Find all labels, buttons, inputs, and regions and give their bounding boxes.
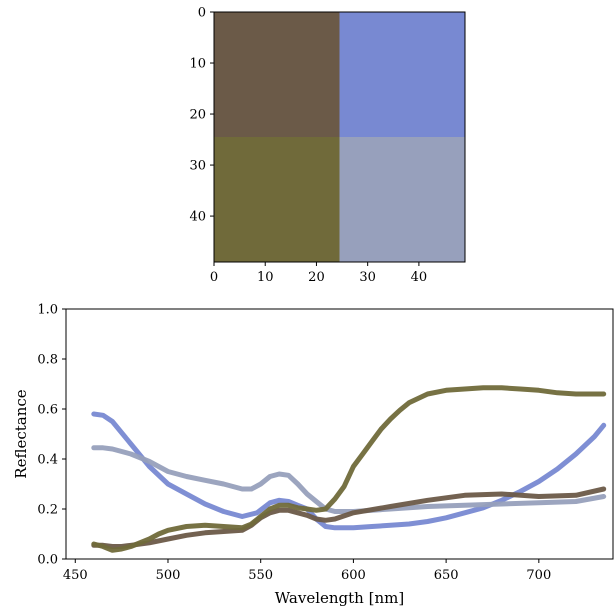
series-line-4 — [91, 385, 607, 553]
image-y-tick-label: 0 — [198, 6, 206, 21]
chart-x-tick-label: 650 — [434, 568, 459, 583]
chart-y-ticks: 0.0 0.2 0.4 0.6 0.8 1.0 — [37, 303, 66, 568]
image-panel: 0 10 20 30 40 0 10 20 30 40 — [189, 6, 466, 285]
image-quadrant-1 — [214, 12, 340, 137]
chart-x-tick-label: 700 — [526, 568, 551, 583]
image-x-tick-label: 10 — [257, 270, 274, 285]
chart-x-tick-label: 450 — [63, 568, 88, 583]
series-lines — [91, 385, 607, 553]
image-y-tick-label: 20 — [189, 108, 206, 123]
chart-x-tick-label: 600 — [341, 568, 366, 583]
chart-y-tick-label: 0.0 — [37, 553, 58, 568]
chart-y-tick-label: 0.2 — [37, 503, 58, 518]
reflectance-chart: 450 500 550 600 650 700 0.0 0.2 0.4 0.6 0.8 1.0 Wa… — [12, 303, 614, 607]
chart-y-tick-label: 0.6 — [37, 403, 58, 418]
y-axis-label: Reflectance — [12, 389, 30, 478]
plot-frame — [65, 308, 614, 560]
chart-y-tick-label: 0.8 — [37, 353, 58, 368]
chart-x-tick-label: 550 — [248, 568, 273, 583]
chart-y-tick-label: 1.0 — [37, 303, 58, 318]
image-quadrant-2 — [339, 12, 465, 137]
image-frame — [213, 11, 466, 263]
image-y-tick-label: 30 — [189, 159, 206, 174]
image-x-tick-label: 30 — [359, 270, 376, 285]
series-line-2 — [91, 445, 607, 514]
image-x-tick-label: 20 — [308, 270, 325, 285]
image-quadrant-3 — [214, 137, 340, 262]
x-axis-label: Wavelength [nm] — [275, 589, 404, 607]
series-line-3 — [91, 486, 607, 549]
image-x-tick-label: 40 — [411, 270, 428, 285]
image-y-tick-label: 40 — [189, 210, 206, 225]
image-x-ticks: 0 10 20 30 40 — [210, 262, 427, 285]
chart-x-tick-label: 500 — [156, 568, 181, 583]
image-quadrants — [214, 12, 465, 262]
chart-x-ticks: 450 500 550 600 650 700 — [63, 559, 551, 583]
image-y-ticks: 0 10 20 30 40 — [189, 6, 214, 225]
image-x-tick-label: 0 — [210, 270, 218, 285]
image-y-tick-label: 10 — [189, 57, 206, 72]
chart-y-tick-label: 0.4 — [37, 453, 58, 468]
image-quadrant-4 — [339, 137, 465, 262]
